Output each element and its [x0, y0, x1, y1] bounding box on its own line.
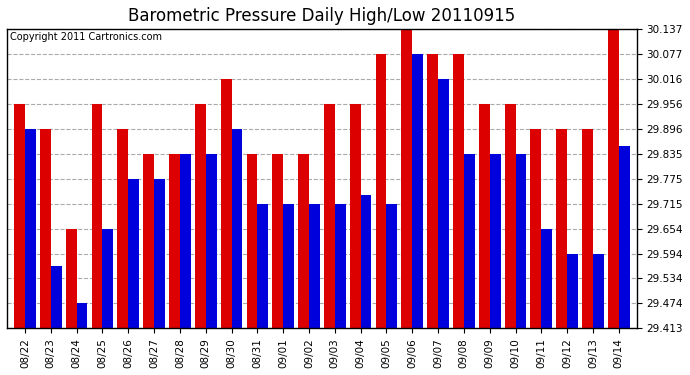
- Bar: [350, 104, 361, 328]
- Bar: [128, 179, 139, 328]
- Bar: [556, 129, 567, 328]
- Bar: [402, 29, 412, 328]
- Bar: [232, 129, 242, 328]
- Bar: [246, 154, 257, 328]
- Bar: [531, 129, 542, 328]
- Bar: [283, 204, 294, 328]
- Bar: [335, 204, 346, 328]
- Bar: [206, 154, 217, 328]
- Bar: [154, 179, 165, 328]
- Bar: [144, 154, 154, 328]
- Bar: [180, 154, 190, 328]
- Bar: [66, 229, 77, 328]
- Bar: [438, 79, 449, 328]
- Bar: [257, 204, 268, 328]
- Bar: [169, 154, 180, 328]
- Bar: [51, 266, 61, 328]
- Bar: [361, 195, 371, 328]
- Bar: [77, 303, 88, 328]
- Bar: [25, 129, 36, 328]
- Bar: [593, 254, 604, 328]
- Bar: [221, 79, 232, 328]
- Bar: [386, 204, 397, 328]
- Bar: [490, 154, 500, 328]
- Bar: [515, 154, 526, 328]
- Bar: [273, 154, 283, 328]
- Bar: [117, 129, 128, 328]
- Bar: [427, 54, 438, 328]
- Bar: [619, 146, 629, 328]
- Bar: [412, 54, 423, 328]
- Bar: [504, 104, 515, 328]
- Bar: [195, 104, 206, 328]
- Bar: [92, 104, 102, 328]
- Bar: [375, 54, 386, 328]
- Bar: [40, 129, 51, 328]
- Bar: [582, 129, 593, 328]
- Bar: [567, 254, 578, 328]
- Bar: [324, 104, 335, 328]
- Bar: [453, 54, 464, 328]
- Bar: [608, 29, 619, 328]
- Bar: [102, 229, 113, 328]
- Bar: [542, 229, 552, 328]
- Bar: [479, 104, 490, 328]
- Bar: [464, 154, 475, 328]
- Title: Barometric Pressure Daily High/Low 20110915: Barometric Pressure Daily High/Low 20110…: [128, 7, 515, 25]
- Bar: [14, 104, 25, 328]
- Bar: [298, 154, 309, 328]
- Text: Copyright 2011 Cartronics.com: Copyright 2011 Cartronics.com: [10, 32, 162, 42]
- Bar: [309, 204, 320, 328]
